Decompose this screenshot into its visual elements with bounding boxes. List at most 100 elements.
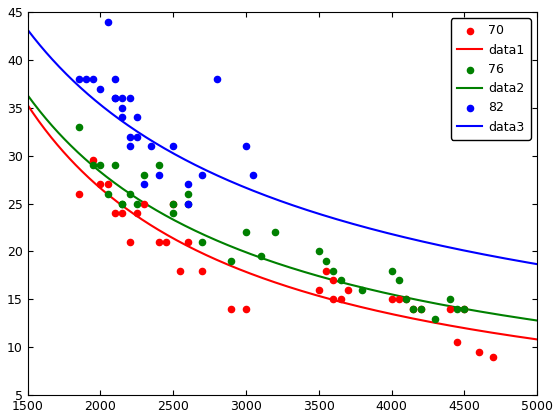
76 <box>103 191 112 197</box>
82 <box>110 95 119 102</box>
Legend: 70, data1, 76, data2, 82, data3: 70, data1, 76, data2, 82, data3 <box>451 18 531 140</box>
76 <box>227 258 236 265</box>
70 <box>314 286 323 293</box>
82 <box>74 76 83 82</box>
70 <box>169 200 178 207</box>
70 <box>460 306 469 312</box>
70 <box>452 339 461 346</box>
data3 <box>300 206 307 211</box>
data3 <box>442 244 449 249</box>
76 <box>394 277 403 284</box>
70 <box>402 296 410 303</box>
76 <box>183 200 192 207</box>
82 <box>241 143 250 150</box>
76 <box>387 267 396 274</box>
76 <box>314 248 323 255</box>
82 <box>125 95 134 102</box>
82 <box>88 76 97 82</box>
82 <box>169 143 178 150</box>
70 <box>321 267 330 274</box>
76 <box>110 162 119 168</box>
data1 <box>269 279 276 284</box>
data3 <box>266 194 273 200</box>
76 <box>125 191 134 197</box>
70 <box>198 267 207 274</box>
82 <box>125 133 134 140</box>
data2 <box>534 318 540 323</box>
70 <box>474 349 483 355</box>
data2 <box>24 93 31 98</box>
70 <box>445 306 454 312</box>
76 <box>118 200 127 207</box>
data1 <box>521 335 528 340</box>
82 <box>96 85 105 92</box>
82 <box>103 18 112 25</box>
70 <box>139 200 148 207</box>
data2 <box>442 303 449 308</box>
76 <box>409 306 418 312</box>
70 <box>227 306 236 312</box>
Line: data2: data2 <box>27 95 537 320</box>
82 <box>183 181 192 188</box>
82 <box>249 171 258 178</box>
82 <box>154 171 163 178</box>
82 <box>81 76 90 82</box>
data3 <box>24 27 31 32</box>
76 <box>256 253 265 260</box>
76 <box>329 267 338 274</box>
76 <box>139 171 148 178</box>
70 <box>387 296 396 303</box>
70 <box>103 181 112 188</box>
data3 <box>269 196 276 201</box>
76 <box>402 296 410 303</box>
70 <box>161 239 170 245</box>
data2 <box>269 259 276 264</box>
data3 <box>328 215 334 220</box>
82 <box>198 171 207 178</box>
82 <box>132 133 141 140</box>
70 <box>183 239 192 245</box>
82 <box>110 95 119 102</box>
76 <box>132 200 141 207</box>
70 <box>110 210 119 217</box>
76 <box>270 229 279 236</box>
76 <box>154 162 163 168</box>
70 <box>489 354 498 360</box>
70 <box>416 306 425 312</box>
70 <box>336 296 345 303</box>
82 <box>183 200 192 207</box>
data2 <box>300 269 307 274</box>
70 <box>176 267 185 274</box>
70 <box>343 286 352 293</box>
76 <box>118 200 127 207</box>
76 <box>169 200 178 207</box>
76 <box>416 306 425 312</box>
Line: data1: data1 <box>27 105 537 339</box>
76 <box>445 296 454 303</box>
82 <box>118 95 127 102</box>
82 <box>147 143 156 150</box>
data2 <box>521 316 528 321</box>
76 <box>460 306 469 312</box>
data1 <box>266 278 273 283</box>
82 <box>118 114 127 121</box>
70 <box>329 296 338 303</box>
82 <box>212 76 221 82</box>
76 <box>336 277 345 284</box>
82 <box>139 181 148 188</box>
76 <box>183 191 192 197</box>
data1 <box>442 322 449 327</box>
82 <box>118 105 127 111</box>
76 <box>452 306 461 312</box>
data2 <box>266 258 273 263</box>
70 <box>125 239 134 245</box>
76 <box>169 210 178 217</box>
82 <box>110 76 119 82</box>
70 <box>118 210 127 217</box>
70 <box>132 210 141 217</box>
data2 <box>328 277 334 282</box>
70 <box>154 239 163 245</box>
70 <box>241 306 250 312</box>
76 <box>88 162 97 168</box>
Line: data3: data3 <box>27 30 537 264</box>
